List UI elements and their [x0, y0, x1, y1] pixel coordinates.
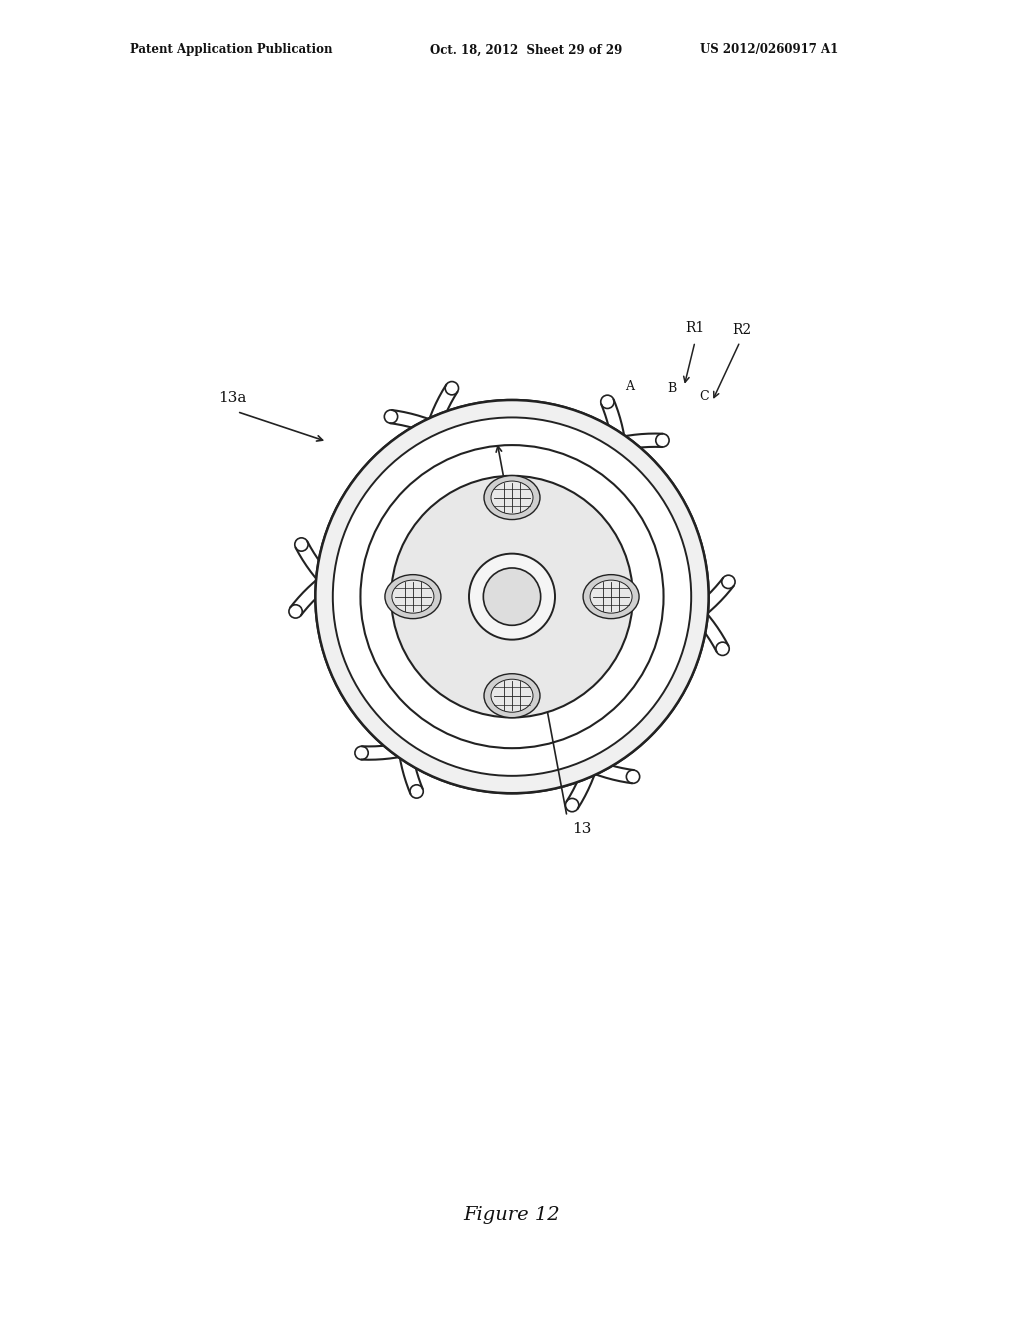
Text: R1: R1: [685, 321, 705, 335]
Ellipse shape: [490, 680, 534, 713]
Ellipse shape: [385, 574, 441, 619]
Circle shape: [483, 568, 541, 626]
Ellipse shape: [484, 673, 540, 718]
Text: B: B: [668, 383, 677, 395]
Ellipse shape: [583, 574, 639, 619]
Ellipse shape: [490, 480, 534, 513]
Text: R2: R2: [732, 322, 752, 337]
Ellipse shape: [590, 579, 632, 612]
Circle shape: [391, 475, 633, 718]
Text: 13: 13: [572, 821, 592, 836]
Text: 13a: 13a: [218, 391, 246, 405]
Text: A: A: [626, 380, 635, 393]
Polygon shape: [333, 417, 691, 776]
Polygon shape: [315, 400, 709, 793]
Text: C: C: [699, 391, 709, 403]
Text: Figure 12: Figure 12: [464, 1206, 560, 1224]
Text: Oct. 18, 2012  Sheet 29 of 29: Oct. 18, 2012 Sheet 29 of 29: [430, 44, 623, 57]
Circle shape: [469, 553, 555, 640]
Ellipse shape: [392, 579, 434, 612]
Text: US 2012/0260917 A1: US 2012/0260917 A1: [700, 44, 839, 57]
Ellipse shape: [484, 475, 540, 520]
Text: Patent Application Publication: Patent Application Publication: [130, 44, 333, 57]
